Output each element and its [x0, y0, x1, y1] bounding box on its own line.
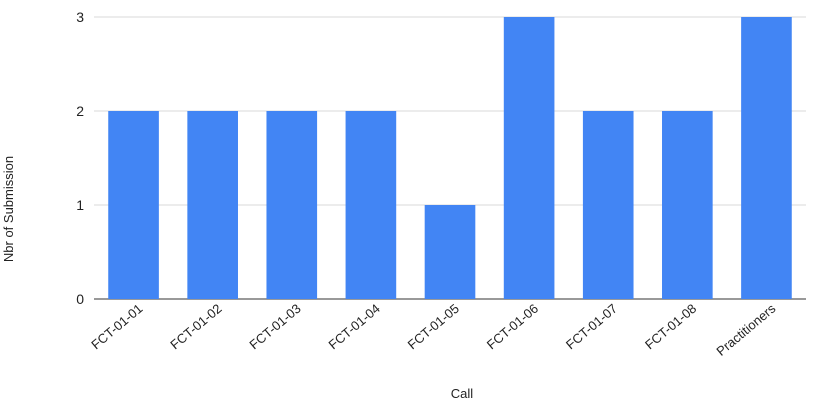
x-tick-label: FCT-01-01: [88, 301, 145, 352]
x-tick-label: FCT-01-08: [642, 301, 699, 352]
bar: [741, 17, 792, 299]
bar: [424, 205, 476, 299]
x-tick-label: FCT-01-04: [326, 301, 383, 352]
bar: [266, 111, 318, 299]
bar: [187, 111, 238, 299]
y-tick-label: 2: [76, 103, 84, 119]
x-axis-title: Call: [451, 386, 474, 401]
bars: [108, 17, 792, 299]
bar: [503, 17, 555, 299]
bar: [662, 111, 713, 299]
x-tick-label: FCT-01-03: [246, 301, 303, 352]
bar: [345, 111, 397, 299]
x-tick-label: FCT-01-06: [484, 301, 541, 352]
y-tick-label: 1: [76, 197, 84, 213]
x-tick-label: Practitioners: [713, 300, 778, 358]
x-tick-labels: FCT-01-01 FCT-01-02 FCT-01-03 FCT-01-04 FCT-…: [88, 300, 779, 358]
y-tick-label: 0: [76, 291, 84, 307]
x-tick-label: FCT-01-02: [167, 301, 224, 352]
x-tick-label: FCT-01-07: [563, 301, 620, 352]
y-axis-title: Nbr of Submission: [1, 156, 16, 262]
bar: [108, 111, 159, 299]
y-tick-labels: 0 1 2 3: [76, 9, 84, 307]
x-tick-label: FCT-01-05: [405, 301, 462, 352]
bar: [582, 111, 634, 299]
y-tick-label: 3: [76, 9, 84, 25]
